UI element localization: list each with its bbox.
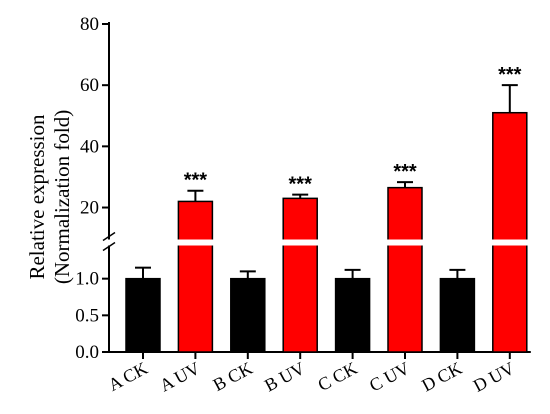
axis-break [102, 231, 535, 252]
bar-6 [439, 277, 476, 353]
x-tick-label-0: A CK [105, 358, 151, 395]
x-tick-label-1: A UV [156, 358, 203, 396]
y-upper-tick-label-3: 80 [80, 14, 99, 35]
y-upper-tick-label-0: 20 [80, 198, 99, 219]
break-slash-1 [102, 231, 116, 242]
significance-label-5: *** [393, 161, 417, 183]
axis-break-gap [107, 239, 111, 246]
significance-label-3: *** [289, 174, 313, 196]
bar-2 [230, 277, 266, 353]
x-tick-label-5: C UV [366, 358, 413, 396]
break-slash-2 [102, 241, 116, 252]
y-lower-tick-label-0: 0.0 [75, 342, 99, 363]
bars [125, 84, 528, 353]
x-tick-label-6: D CK [418, 358, 465, 396]
bar-7 [492, 111, 528, 353]
y-upper-tick-label-2: 60 [80, 75, 99, 96]
x-tick-label-4: C CK [314, 358, 360, 395]
break-gap [107, 239, 535, 246]
significance-label-1: *** [184, 170, 208, 192]
bar-4 [334, 277, 371, 353]
bar-0 [125, 277, 161, 353]
bar-5 [387, 186, 423, 353]
x-tick-label-7: D UV [470, 358, 518, 396]
y-axis-title-line-2: (Normalization fold) [50, 110, 74, 284]
y-lower-tick-label-1: 0.5 [75, 305, 99, 326]
x-tick-label-2: B CK [210, 358, 256, 395]
x-tick-label-3: B UV [261, 358, 308, 396]
significance-label-7: *** [498, 64, 522, 86]
y-axis-title: Relative expression (Normalization fold) [25, 110, 74, 284]
bar-3 [282, 197, 318, 353]
y-lower-tick-label-2: 1.0 [75, 269, 99, 290]
y-axis-title-line-1: Relative expression [25, 114, 49, 280]
bar-1 [177, 200, 214, 353]
y-upper-tick-label-1: 40 [80, 136, 99, 157]
